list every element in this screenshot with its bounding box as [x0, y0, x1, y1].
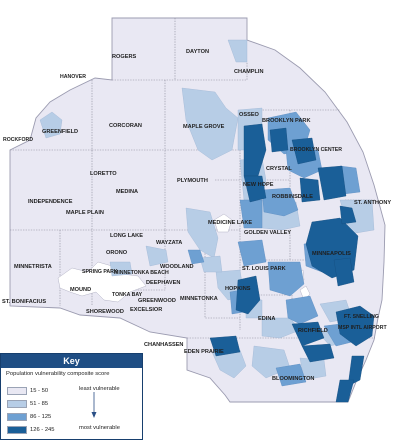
- place-edina: EDINA: [258, 316, 275, 322]
- place-st-anthony: ST. ANTHONY: [354, 200, 391, 206]
- class-126-245-areas: [209, 123, 375, 403]
- place-minnetrista: MINNETRISTA: [14, 264, 52, 270]
- legend-most-label: most vulnerable: [79, 425, 120, 431]
- place-hanover: HANOVER: [60, 74, 86, 80]
- vulnerability-arrow-icon: [91, 392, 97, 418]
- place-new-hope: NEW HOPE: [243, 182, 274, 188]
- place-loretto: LORETTO: [90, 171, 117, 177]
- place-robbinsdale: ROBBINSDALE: [272, 194, 313, 200]
- legend-swatch-class-2: [7, 399, 27, 408]
- place-labels: ROGERS DAYTON CHAMPLIN HANOVER GREENFIEL…: [2, 49, 391, 382]
- place-long-lake: LONG LAKE: [110, 233, 143, 239]
- medicine-lake-water: [213, 213, 233, 233]
- place-plymouth: PLYMOUTH: [177, 178, 208, 184]
- place-bloomington: BLOOMINGTON: [272, 376, 314, 382]
- place-richfield: RICHFIELD: [298, 328, 328, 334]
- place-minnetonka-beach: MINNETONKA BEACH: [114, 270, 169, 276]
- map-legend: Key Population vulnerability composite s…: [0, 353, 143, 440]
- legend-row-class-4: 126 - 245: [7, 425, 55, 434]
- place-independence: INDEPENDENCE: [28, 199, 73, 205]
- place-osseo: OSSEO: [239, 112, 260, 118]
- legend-range-class-2: 51 - 85: [30, 400, 49, 407]
- place-greenwood: GREENWOOD: [138, 298, 176, 304]
- place-msp-airport: MSP INTL AIRPORT: [338, 325, 387, 331]
- place-eden-prairie: EDEN PRAIRIE: [184, 349, 224, 355]
- legend-subtitle: Population vulnerability composite score: [6, 371, 110, 377]
- place-minneapolis: MINNEAPOLIS: [312, 251, 351, 257]
- place-tonka-bay: TONKA BAY: [112, 292, 143, 298]
- place-brooklyn-center-line: BROOKLYN CENTER: [290, 147, 342, 153]
- place-dayton: DAYTON: [186, 49, 209, 55]
- place-st-bonifacius: ST. BONIFACIUS: [2, 299, 46, 305]
- place-brooklyn-park: BROOKLYN PARK: [262, 118, 310, 124]
- place-medina: MEDINA: [116, 189, 138, 195]
- place-mound: MOUND: [70, 287, 91, 293]
- place-st-louis-park: ST. LOUIS PARK: [242, 266, 286, 272]
- place-minnetonka: MINNETONKA: [180, 296, 218, 302]
- legend-row-class-2: 51 - 85: [7, 399, 48, 408]
- place-shorewood: SHOREWOOD: [86, 309, 124, 315]
- place-hopkins: HOPKINS: [225, 286, 251, 292]
- place-fort-snelling: FT. SNELLING: [344, 314, 379, 320]
- place-chanhassen: CHANHASSEN: [144, 342, 183, 348]
- legend-row-class-1: 15 - 50: [7, 386, 48, 395]
- place-maple-grove: MAPLE GROVE: [183, 124, 225, 130]
- legend-least-label: least vulnerable: [79, 386, 120, 392]
- legend-swatch-class-4: [7, 425, 27, 434]
- place-corcoran: CORCORAN: [109, 123, 142, 129]
- place-wayzata: WAYZATA: [156, 240, 182, 246]
- place-crystal: CRYSTAL: [266, 166, 292, 172]
- place-brooklyn-center: BROOKLYN CENTER: [290, 147, 342, 153]
- place-rockford: ROCKFORD: [3, 137, 33, 143]
- legend-swatch-class-3: [7, 412, 27, 421]
- place-orono: ORONO: [106, 250, 128, 256]
- place-medicine-lake: MEDICINE LAKE: [208, 220, 252, 226]
- place-golden-valley: GOLDEN VALLEY: [244, 230, 291, 236]
- place-champlin: CHAMPLIN: [234, 69, 264, 75]
- place-greenfield: GREENFIELD: [42, 129, 78, 135]
- place-spring-park: SPRING PARK: [82, 269, 118, 275]
- legend-swatch-class-1: [7, 386, 27, 395]
- legend-row-class-3: 86 - 125: [7, 412, 51, 421]
- place-rogers: ROGERS: [112, 54, 137, 60]
- lake-minnetonka: [57, 261, 147, 303]
- place-woodland: WOODLAND: [160, 264, 194, 270]
- place-deephaven: DEEPHAVEN: [146, 280, 180, 286]
- legend-title: Key: [1, 354, 142, 368]
- place-maple-plain: MAPLE PLAIN: [66, 210, 104, 216]
- lakes: [57, 213, 311, 303]
- legend-range-class-4: 126 - 245: [30, 426, 55, 433]
- legend-range-class-1: 15 - 50: [30, 387, 49, 394]
- place-excelsior: EXCELSIOR: [130, 307, 162, 313]
- legend-range-class-3: 86 - 125: [30, 413, 52, 420]
